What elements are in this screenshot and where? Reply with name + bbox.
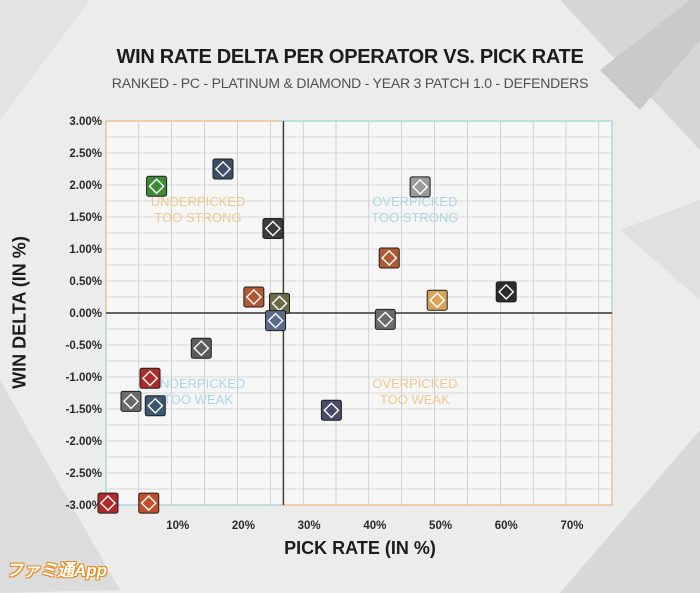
operator-icon-point	[190, 337, 212, 359]
y-tick-label: -1.50%	[66, 404, 102, 416]
operator-icon-point	[378, 247, 400, 269]
operator-icon-emblem	[122, 393, 140, 410]
operator-icon-emblem	[377, 311, 394, 328]
quadrant-label: OVERPICKED	[372, 194, 457, 209]
operator-icon-emblem	[245, 288, 262, 306]
operator-icon-point	[146, 175, 168, 197]
y-tick-label: 0.50%	[69, 276, 102, 288]
operator-icon-point	[212, 158, 234, 180]
y-tick-label: -3.00%	[66, 500, 102, 512]
x-axis-label: PICK RATE (IN %)	[284, 538, 436, 558]
quadrant-label: UNDERPICKED	[151, 376, 246, 391]
quadrant-label: TOO WEAK	[380, 392, 450, 407]
y-tick-label: -1.00%	[66, 372, 102, 384]
x-tick-label: 60%	[495, 520, 518, 532]
operator-icon-point	[265, 310, 287, 332]
operator-icon-emblem	[147, 397, 164, 414]
x-tick-label: 70%	[560, 520, 583, 532]
operator-icon-point	[120, 390, 142, 412]
y-tick-label: 3.00%	[69, 116, 102, 128]
operator-icon-emblem	[271, 295, 288, 312]
y-tick-label: 0.00%	[69, 308, 102, 320]
watermark-logo: ファミ通App	[6, 561, 108, 580]
quadrant-label: TOO STRONG	[371, 210, 458, 225]
y-tick-label: 1.50%	[69, 212, 102, 224]
quadrant-label: OVERPICKED	[372, 376, 457, 391]
operator-icon-emblem	[141, 370, 159, 387]
quadrant-label: TOO STRONG	[154, 210, 241, 225]
x-tick-label: 30%	[298, 520, 321, 532]
operator-icon-emblem	[267, 312, 284, 329]
operator-icon-emblem	[99, 495, 117, 512]
quadrant-label: TOO WEAK	[163, 392, 233, 407]
operator-icon-point	[426, 289, 448, 311]
operator-icon-point	[138, 492, 160, 514]
x-tick-label: 10%	[166, 520, 189, 532]
y-tick-label: -2.50%	[66, 468, 102, 480]
operator-icon-emblem	[429, 292, 446, 309]
chart-subtitle: RANKED - PC - PLATINUM & DIAMOND - YEAR …	[111, 75, 589, 91]
operator-icon-emblem	[412, 178, 429, 195]
operator-icon-emblem	[214, 160, 232, 178]
y-tick-label: 2.00%	[69, 180, 102, 192]
operator-icon-point	[409, 176, 431, 198]
operator-icon-emblem	[323, 402, 340, 419]
operator-icon-emblem	[140, 495, 157, 512]
operator-icon-emblem	[381, 249, 398, 267]
operator-icon-point	[320, 399, 342, 421]
operator-icon-point	[262, 218, 284, 240]
quadrant-label: UNDERPICKED	[151, 194, 246, 209]
y-tick-label: 1.00%	[69, 244, 102, 256]
operator-icon-emblem	[193, 340, 210, 357]
operator-icon-point	[495, 281, 517, 303]
operator-icon-point	[374, 308, 396, 330]
operator-icon-emblem	[264, 220, 281, 237]
y-tick-label: -0.50%	[66, 340, 102, 352]
operator-icon-point	[97, 492, 119, 514]
operator-icon-point	[139, 367, 161, 389]
y-tick-label: 2.50%	[69, 148, 102, 160]
operator-icon-emblem	[148, 178, 165, 195]
operator-icon-emblem	[498, 283, 515, 300]
operator-icon-point	[144, 395, 166, 417]
x-tick-label: 20%	[232, 520, 255, 532]
operator-icon-point	[243, 286, 265, 308]
x-tick-label: 40%	[363, 520, 386, 532]
x-tick-label: 50%	[429, 520, 452, 532]
y-tick-label: -2.00%	[66, 436, 102, 448]
chart-title: WIN RATE DELTA PER OPERATOR VS. PICK RAT…	[116, 46, 584, 68]
